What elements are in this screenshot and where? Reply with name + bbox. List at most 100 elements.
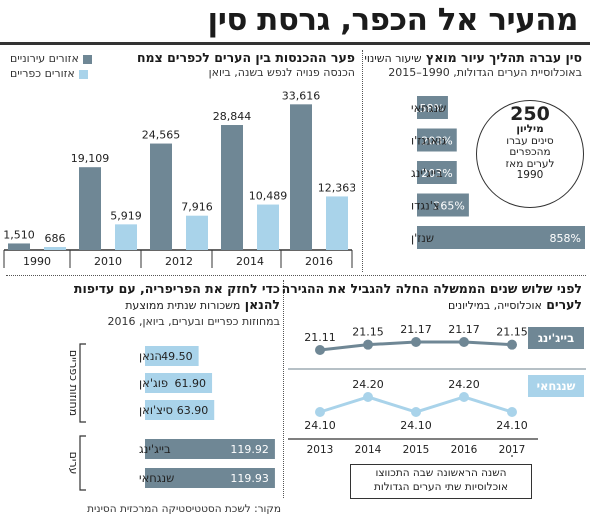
wages-value-סיצ'ואן: 63.90 xyxy=(177,404,209,417)
legend-urban-swatch xyxy=(82,54,92,64)
income-label-rural-2014: 10,489 xyxy=(249,190,288,203)
title-rule xyxy=(0,42,590,45)
urban-bar-בייג'ינג xyxy=(417,161,457,184)
callout-line3: לערים מאז xyxy=(505,157,555,170)
label-shanghai-2013: 24.10 xyxy=(304,419,336,432)
income-bar-rural-2010 xyxy=(115,224,137,250)
series-tag-beijing-bg xyxy=(528,327,584,349)
population-title-bold2: לערים xyxy=(546,297,582,312)
wages-label-בייג'ינג: בייג'ינג xyxy=(139,442,171,456)
wages-group-rural-label: מחוזות כפריים xyxy=(67,350,80,416)
divider-horizontal xyxy=(6,275,586,276)
label-beijing-2016: 21.17 xyxy=(448,323,480,336)
label-beijing-2013: 21.11 xyxy=(304,331,336,344)
population-note-line2: אוכלוסיות שתי הערים הגדולות xyxy=(373,481,509,493)
income-bar-chart: 1,510 686 1990 19,109 5,919 2010 24,565 7,916 20… xyxy=(3,89,355,268)
income-tick-2016: 2016 xyxy=(305,255,333,268)
population-title-rest: אוכלוסייה, במיליונים xyxy=(448,299,542,312)
income-label-urban-2014: 28,844 xyxy=(213,110,252,123)
population-tick-2017: 2017 xyxy=(499,444,526,456)
wages-bar-בייג'ינג xyxy=(145,439,275,459)
urban-bar-צ'נגדו xyxy=(417,193,469,217)
urban-value-בייג'ינג: 203% xyxy=(421,167,452,180)
wages-label-פוג'אן: פוג'אן xyxy=(139,376,168,390)
label-beijing-2014: 21.15 xyxy=(352,326,384,339)
income-bar-urban-2016 xyxy=(290,104,312,251)
urban-bar-שנגחאי xyxy=(417,96,448,119)
population-tick-2016: 2016 xyxy=(451,444,478,456)
population-tick-2013: 2013 xyxy=(307,444,334,456)
wages-bracket-rural xyxy=(79,343,86,423)
income-label-urban-1990: 1,510 xyxy=(3,228,35,241)
wages-value-פוג'אן: 61.90 xyxy=(175,377,207,390)
legend-rural-swatch xyxy=(78,69,88,79)
income-label-urban-2016: 33,616 xyxy=(282,89,321,102)
callout-line4: 1990 xyxy=(516,169,544,181)
wages-bar-שנגחאי xyxy=(145,468,275,488)
divider-vertical-bottom xyxy=(283,280,284,498)
migration-callout xyxy=(476,100,584,208)
migration-callout-text: 250 מיליון סינים עברו מהכפרים לערים מאז … xyxy=(476,104,584,182)
callout-big-number: 250 xyxy=(510,103,550,125)
series-tag-beijing: בייג'ינג xyxy=(538,331,574,345)
label-shanghai-2014: 24.20 xyxy=(352,378,384,391)
income-bar-rural-2014 xyxy=(257,204,279,250)
wages-panel-title: כדי לחזק את הפריפריה, עם עדיפות xyxy=(73,281,280,296)
point-beijing-2017 xyxy=(507,339,517,350)
wages-label-שנגחאי: שנגחאי xyxy=(139,471,174,485)
legend-urban-label: אזורים עירוניים xyxy=(10,52,79,65)
population-note-box: השנה הראשונה שבה התכווצו אוכלוסיות שתי ה… xyxy=(350,464,532,499)
income-panel-title: פער ההכנסות בין הערים לכפרים צמח xyxy=(136,50,355,65)
urbanization-bar-chart: 158%שנגחאי203%גואנגז'ו203%בייג'ינג265%צ'… xyxy=(411,96,585,249)
wages-bar-פוג'אן xyxy=(145,373,213,393)
label-shanghai-2017: 24.10 xyxy=(496,419,528,432)
wages-panel-title-line2: להנאן משכורות שנתית ממוצעת xyxy=(125,297,280,312)
label-beijing-2015: 21.17 xyxy=(400,323,432,336)
label-shanghai-2015: 24.10 xyxy=(400,419,432,432)
urban-value-שנגחאי: 158% xyxy=(412,102,443,115)
series-tag-shanghai-bg xyxy=(528,375,584,397)
label-beijing-2017: 21.15 xyxy=(496,326,528,339)
callout-line2: מהכפרים xyxy=(509,146,551,158)
series-tag-shanghai: שנגחאי xyxy=(537,379,576,393)
income-bar-urban-2012 xyxy=(150,143,172,250)
population-tick-2014: 2014 xyxy=(355,444,382,456)
income-bar-urban-1990 xyxy=(8,243,30,250)
income-tick-2014: 2014 xyxy=(236,255,264,268)
source-note: מקור: לשכת הסטטיסטיקה המרכזית הסינית xyxy=(87,503,281,515)
point-shanghai-2017 xyxy=(507,407,517,417)
urban-label-שנז'ן: שנז'ן xyxy=(411,231,434,245)
wages-bar-הנאן xyxy=(145,346,199,366)
callout-line1: סינים עברו xyxy=(506,134,554,147)
urban-panel-title-bold: סין עברה תהליך עיור מואץ xyxy=(425,50,582,65)
income-label-urban-2012: 24,565 xyxy=(142,129,181,142)
wages-label-הנאן: הנאן xyxy=(139,349,162,363)
point-shanghai-2013 xyxy=(315,407,325,417)
urban-label-שנגחאי: שנגחאי xyxy=(411,101,446,115)
wages-bracket-urban xyxy=(79,435,86,491)
wages-bar-סיצ'ואן xyxy=(145,400,215,420)
point-beijing-2014 xyxy=(363,339,373,350)
point-beijing-2016 xyxy=(459,337,469,347)
income-tick-1990: 1990 xyxy=(23,255,51,268)
legend-rural-label: אזורים כפריים xyxy=(10,67,75,80)
income-label-rural-2012: 7,916 xyxy=(181,201,213,214)
wages-panel-subtitle: במחוזות כפריים ובערים, ביואן, 2016 xyxy=(107,315,280,328)
urban-value-שנז'ן: 858% xyxy=(550,232,581,245)
wages-group-urban-label: ערים xyxy=(67,452,80,475)
point-beijing-2013 xyxy=(315,345,325,355)
income-label-rural-2016: 12,363 xyxy=(318,181,355,194)
population-note-line1: השנה הראשונה שבה התכווצו xyxy=(375,467,507,479)
point-shanghai-2016 xyxy=(459,392,469,402)
population-tick-2015: 2015 xyxy=(403,444,430,456)
income-label-rural-1990: 686 xyxy=(45,232,66,245)
population-line-chart: 21.11 21.15 21.17 21.17 21.15 בייג'ינג 24.10 24… xyxy=(288,323,586,457)
income-tick-2010: 2010 xyxy=(94,255,122,268)
population-panel-title-line2: לערים אוכלוסייה, במיליונים xyxy=(448,297,582,312)
urban-panel-title: סין עברה תהליך עיור מואץ שיעור השינוי xyxy=(364,50,582,65)
urban-value-גואנגז'ו: 203% xyxy=(421,135,452,148)
point-shanghai-2014 xyxy=(363,392,373,402)
income-label-urban-2010: 19,109 xyxy=(71,152,110,165)
income-bar-rural-1990 xyxy=(44,247,66,250)
